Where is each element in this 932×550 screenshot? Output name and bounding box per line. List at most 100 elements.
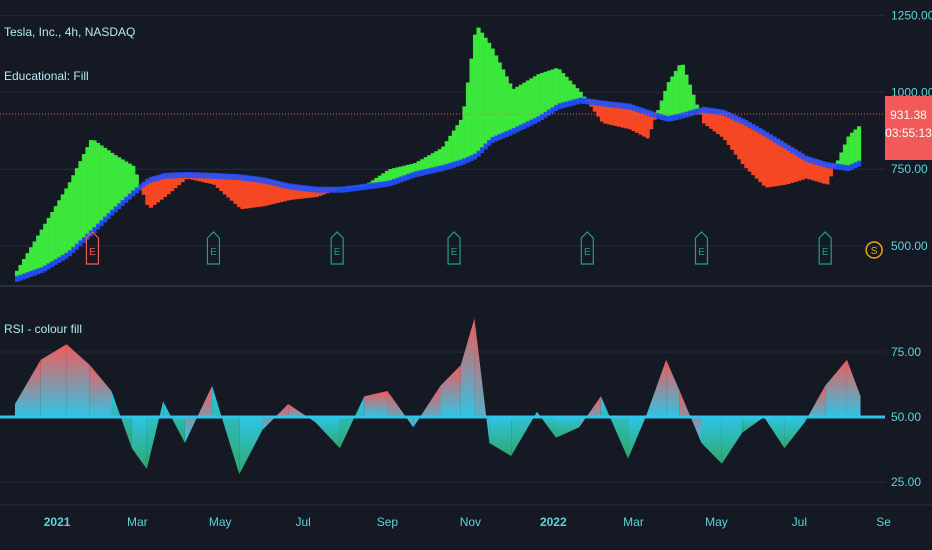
ma-band-segment: [821, 161, 826, 168]
bull-fill-bar: [469, 58, 474, 157]
ma-band-segment: [346, 185, 351, 192]
bear-fill-bar: [790, 148, 795, 183]
bear-fill-bar: [761, 131, 767, 186]
ma-band-segment: [300, 184, 305, 191]
bear-fill-bar: [775, 139, 781, 186]
bull-fill-bar: [32, 241, 37, 271]
ma-band-segment: [804, 155, 809, 162]
bull-fill-bar: [455, 125, 460, 162]
ma-band-segment: [818, 159, 823, 166]
ma-band-segment: [124, 196, 129, 203]
rsi-overbought-fill: [364, 391, 388, 417]
ma-band-segment: [191, 172, 196, 179]
earnings-marker[interactable]: [206, 231, 221, 265]
ma-band-segment: [620, 102, 626, 109]
bull-fill-bar: [532, 76, 537, 119]
ma-band-segment: [409, 172, 414, 179]
bear-fill-bar: [307, 186, 312, 198]
bear-fill-bar: [261, 178, 266, 207]
bear-fill-bar: [145, 179, 150, 205]
earnings-marker[interactable]: [85, 231, 100, 265]
ma-band-segment: [430, 167, 435, 174]
ma-band-segment: [698, 107, 703, 114]
bear-fill-bar: [786, 145, 791, 184]
rsi-oversold-fill: [556, 417, 580, 438]
ma-band-segment: [120, 199, 125, 206]
rsi-legend[interactable]: RSI - colour fill: [4, 322, 83, 336]
ma-band-segment: [645, 109, 650, 116]
time-axis[interactable]: 2021 Mar May Jul Sep Nov 2022 Mar May Jul Se: [0, 504, 932, 529]
ma-band-segment: [434, 166, 439, 173]
ma-band-segment: [441, 164, 446, 171]
bear-fill-bar: [258, 177, 263, 207]
bear-fill-bar: [751, 125, 756, 176]
bull-fill-bar: [395, 167, 400, 179]
ma-band-segment: [437, 165, 442, 172]
ma-band-segment: [194, 172, 199, 179]
bull-fill-bar: [71, 175, 76, 248]
earnings-marker[interactable]: [330, 231, 344, 265]
bear-fill-bar: [709, 108, 714, 129]
ma-band-segment: [279, 181, 284, 188]
ma-band-segment: [18, 274, 23, 281]
earnings-marker-label: E: [822, 247, 829, 258]
bull-fill-bar: [557, 69, 562, 105]
bear-fill-bar: [811, 158, 816, 181]
symbol-legend[interactable]: Tesla, Inc., 4h, NASDAQ: [4, 25, 136, 39]
bull-fill-bar: [430, 153, 435, 169]
price-tick-label: 750.00: [891, 162, 928, 176]
bull-fill-bar: [575, 88, 580, 100]
bull-fill-bar: [578, 91, 583, 99]
earnings-marker[interactable]: [580, 231, 594, 265]
rsi-oversold-fill: [489, 417, 512, 456]
indicator-legend[interactable]: Educational: Fill: [4, 69, 89, 83]
ma-band-segment: [627, 103, 633, 110]
bear-fill-bar: [825, 163, 830, 185]
ma-band-segment: [265, 178, 270, 185]
ma-band-segment: [747, 122, 752, 129]
rsi-axis[interactable]: 25.00 50.00 75.00: [891, 345, 921, 489]
bull-fill-bar: [120, 159, 125, 201]
bull-fill-bar: [501, 69, 506, 134]
ma-band-segment: [515, 126, 520, 133]
split-marker[interactable]: [865, 241, 883, 259]
ma-band-segment: [391, 178, 397, 185]
ma-band-segment: [849, 163, 855, 170]
bear-fill-bar: [617, 103, 622, 127]
ma-band-segment: [529, 119, 534, 126]
ma-band-segment: [462, 158, 467, 165]
bear-fill-bar: [818, 160, 823, 183]
ma-band-segment: [339, 186, 344, 193]
bull-fill-bar: [444, 141, 449, 165]
rsi-oversold-fill: [131, 417, 147, 469]
ma-band-segment: [691, 109, 696, 116]
bull-fill-bar: [677, 65, 682, 115]
bull-fill-bar: [853, 129, 858, 164]
earnings-marker[interactable]: [694, 231, 709, 265]
bear-fill-bar: [649, 111, 654, 130]
ma-band-segment: [726, 111, 731, 118]
bear-fill-bar: [254, 177, 259, 208]
ma-band-segment: [853, 162, 858, 169]
ma-band-segment: [807, 156, 812, 163]
ma-band-segment: [642, 108, 647, 115]
bull-fill-bar: [53, 206, 58, 260]
bear-fill-bar: [730, 114, 735, 150]
ma-band-segment: [701, 106, 707, 113]
ma-band-segment: [324, 186, 330, 193]
ma-band-segment: [92, 227, 97, 234]
rsi-oversold-fill: [721, 417, 743, 464]
earnings-marker[interactable]: [818, 231, 832, 265]
bear-fill-bar: [768, 135, 774, 187]
bear-fill-bar: [772, 137, 777, 187]
price-axis[interactable]: 500.00 750.00 1000.00 1250.00: [891, 8, 932, 253]
ma-band-segment: [321, 186, 326, 193]
earnings-marker[interactable]: [447, 231, 461, 265]
bear-fill-bar: [226, 174, 231, 198]
bull-fill-bar: [18, 264, 23, 276]
ma-band-segment: [585, 98, 590, 105]
bull-fill-bar: [462, 106, 467, 160]
ma-band-segment: [29, 270, 34, 277]
ma-band-segment: [353, 185, 358, 192]
